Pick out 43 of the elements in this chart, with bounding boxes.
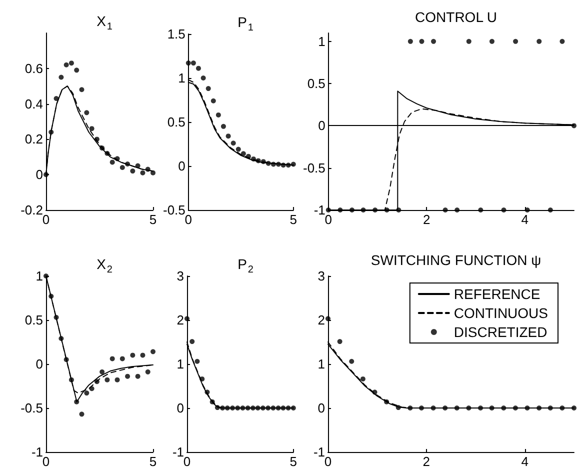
x-tick-label: 5 [290, 212, 297, 227]
y-tick-label: 0.5 [24, 312, 43, 328]
y-tick-label: 0.6 [24, 60, 43, 76]
y-tick-label: 0.5 [307, 76, 326, 92]
y-tick-label: 1 [318, 356, 325, 372]
y-tick-label: -1 [31, 444, 43, 460]
y-tick-label: -1 [313, 444, 325, 460]
y-tick-label: 0 [178, 158, 186, 174]
legend-label: REFERENCE [454, 286, 540, 302]
y-tick-label: 3 [176, 268, 184, 284]
y-tick-label: 1.5 [167, 26, 186, 42]
y-tick-label: -1 [172, 444, 184, 460]
y-tick-label: 3 [318, 268, 325, 284]
y-tick-label: 0 [318, 118, 326, 134]
y-tick-label: 1 [178, 70, 186, 86]
y-tick-label: 0 [36, 356, 43, 372]
y-tick-label: -0.5 [162, 202, 186, 218]
legend-label: DISCRETIZED [454, 324, 548, 340]
x-tick-label: 5 [149, 212, 157, 227]
y-tick-label: 2 [176, 312, 184, 328]
y-tick-label: 0.2 [24, 132, 43, 147]
y-tick-label: 0 [36, 167, 43, 182]
x-tick-label: 4 [521, 212, 528, 227]
chart-title: CONTROL U [415, 9, 497, 25]
x-tick-label: 5 [149, 454, 157, 469]
y-tick-label: -0.2 [20, 202, 43, 218]
x-tick-label: 2 [422, 454, 430, 469]
y-tick-label: 0.4 [24, 96, 43, 112]
y-tick-label: 1 [176, 356, 184, 372]
y-tick-label: 2 [318, 312, 325, 328]
y-tick-label: 0 [318, 400, 325, 416]
y-tick-label: -0.5 [302, 160, 326, 176]
chart-title: SWITCHING FUNCTION ψ [370, 252, 542, 268]
x-tick-label: 4 [521, 454, 528, 469]
legend-label: CONTINUOUS [454, 305, 548, 321]
x-tick-label: 5 [290, 454, 297, 469]
y-tick-label: 0 [176, 400, 184, 416]
y-tick-label: 0.5 [167, 114, 186, 130]
x-tick-label: 2 [423, 212, 430, 227]
y-tick-label: 1 [36, 268, 43, 284]
y-tick-label: -1 [314, 202, 326, 218]
y-tick-label: 1 [318, 34, 326, 49]
y-tick-label: -0.5 [20, 400, 43, 416]
